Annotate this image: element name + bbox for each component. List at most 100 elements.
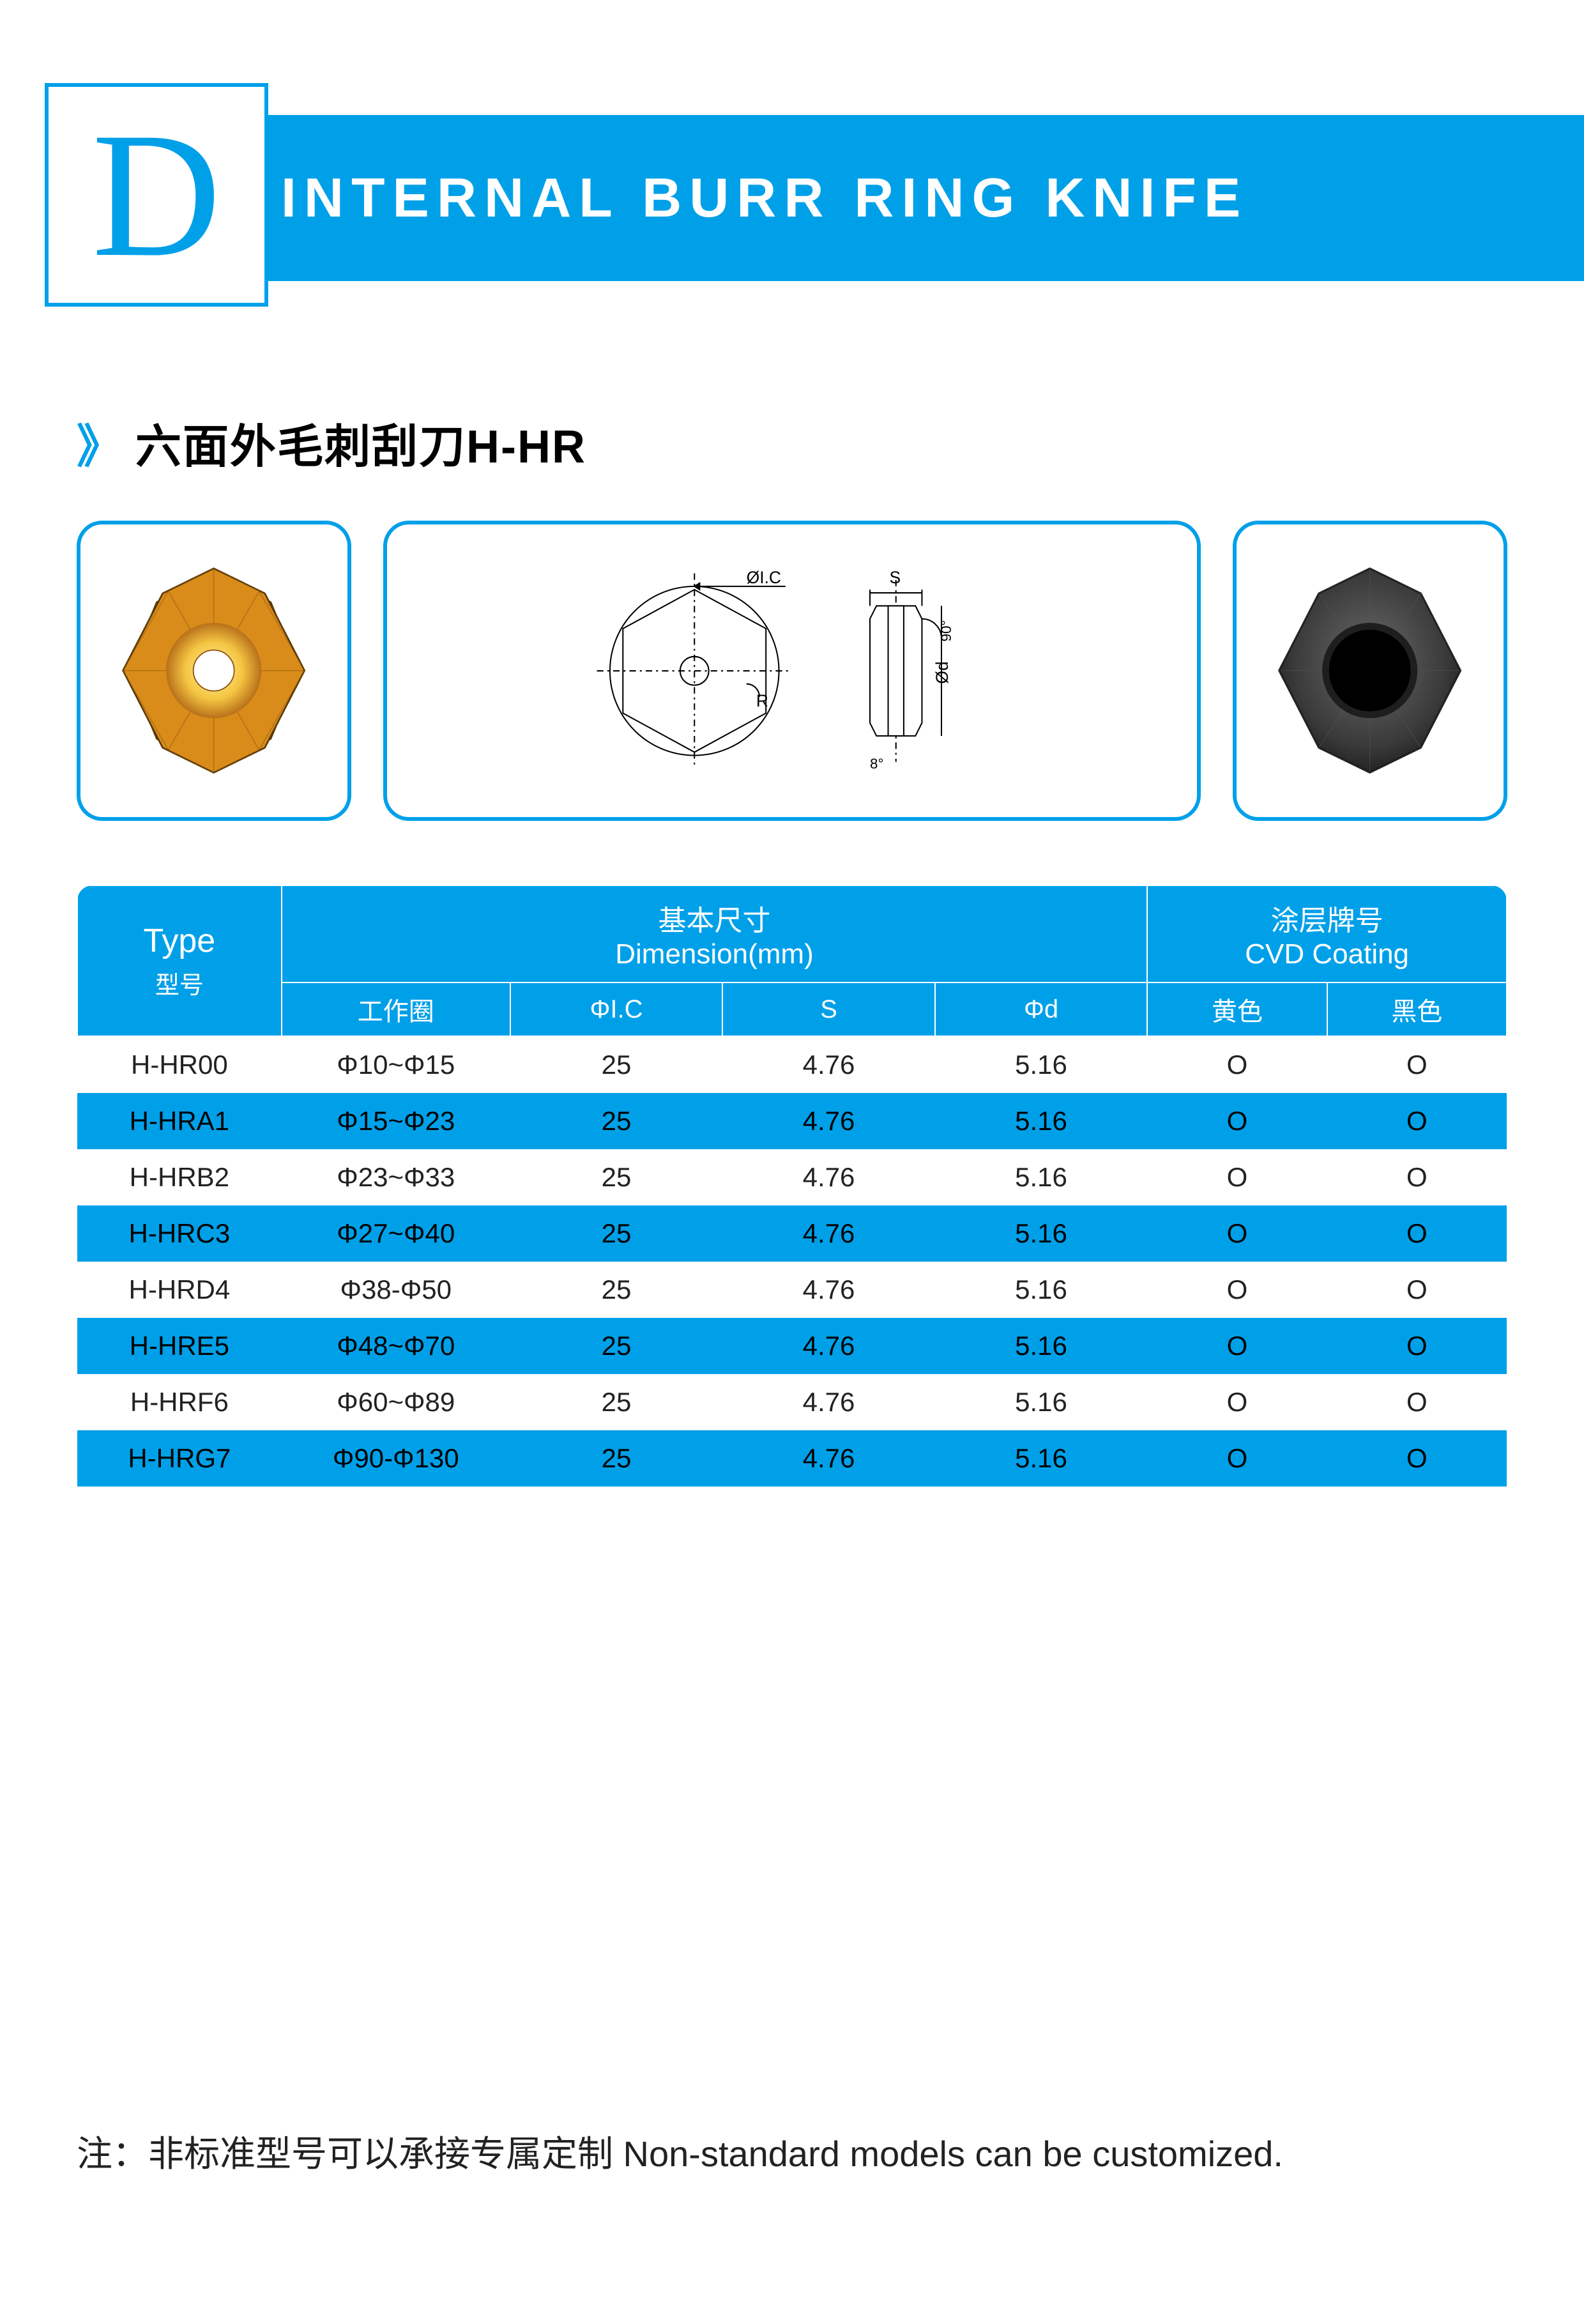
cell-s: 4.76 (722, 1318, 935, 1374)
diagram-icon: ØI.C R S Ød 90° 8° (448, 554, 1136, 788)
cell-d: 5.16 (935, 1318, 1148, 1374)
table-row: H-HRB2Φ23~Φ33254.765.16OO (77, 1149, 1507, 1205)
label-ic: ØI.C (747, 568, 781, 587)
product-image-gold (77, 521, 351, 821)
cell-type: H-HRF6 (77, 1374, 282, 1430)
cell-ic: 25 (510, 1374, 723, 1430)
th-yellow: 黄色 (1147, 982, 1327, 1036)
cell-black: O (1327, 1262, 1507, 1318)
cell-ic: 25 (510, 1093, 723, 1149)
cell-black: O (1327, 1149, 1507, 1205)
cell-type: H-HRC3 (77, 1205, 282, 1262)
label-s: S (890, 568, 901, 587)
label-8: 8° (870, 756, 883, 772)
technical-diagram: ØI.C R S Ød 90° 8° (383, 521, 1201, 821)
cell-d: 5.16 (935, 1430, 1148, 1487)
cell-work: Φ15~Φ23 (282, 1093, 510, 1149)
cell-d: 5.16 (935, 1149, 1148, 1205)
cell-ic: 25 (510, 1262, 723, 1318)
table-row: H-HRE5Φ48~Φ70254.765.16OO (77, 1318, 1507, 1374)
cell-type: H-HRD4 (77, 1262, 282, 1318)
cell-ic: 25 (510, 1430, 723, 1487)
cell-yellow: O (1147, 1205, 1327, 1262)
table-body: H-HR00Φ10~Φ15254.765.16OOH-HRA1Φ15~Φ2325… (77, 1036, 1507, 1487)
th-ic: ΦI.C (510, 982, 723, 1036)
th-d: Φd (935, 982, 1148, 1036)
cell-d: 5.16 (935, 1262, 1148, 1318)
cell-s: 4.76 (722, 1093, 935, 1149)
th-type-main: Type (83, 922, 276, 960)
cell-yellow: O (1147, 1430, 1327, 1487)
table-row: H-HRG7Φ90-Φ130254.765.16OO (77, 1430, 1507, 1487)
cell-work: Φ10~Φ15 (282, 1036, 510, 1093)
cell-yellow: O (1147, 1036, 1327, 1093)
cell-black: O (1327, 1318, 1507, 1374)
th-coating: 涂层牌号 CVD Coating (1147, 885, 1507, 982)
spec-table: Type 型号 基本尺寸 Dimension(mm) 涂层牌号 CVD Coat… (77, 885, 1507, 1487)
cell-work: Φ60~Φ89 (282, 1374, 510, 1430)
cell-black: O (1327, 1093, 1507, 1149)
cell-work: Φ90-Φ130 (282, 1430, 510, 1487)
th-coat-main: 涂层牌号 (1153, 898, 1501, 938)
th-type: Type 型号 (77, 885, 282, 1036)
hexagon-gold-icon (100, 546, 327, 795)
cell-d: 5.16 (935, 1205, 1148, 1262)
cell-s: 4.76 (722, 1205, 935, 1262)
cell-black: O (1327, 1205, 1507, 1262)
table-row: H-HRA1Φ15~Φ23254.765.16OO (77, 1093, 1507, 1149)
cell-ic: 25 (510, 1318, 723, 1374)
th-coat-sub: CVD Coating (1153, 938, 1501, 970)
cell-type: H-HRG7 (77, 1430, 282, 1487)
cell-yellow: O (1147, 1262, 1327, 1318)
cell-type: H-HRB2 (77, 1149, 282, 1205)
th-dim-main: 基本尺寸 (287, 898, 1142, 938)
th-s: S (722, 982, 935, 1036)
cell-d: 5.16 (935, 1093, 1148, 1149)
cell-work: Φ38-Φ50 (282, 1262, 510, 1318)
header-bar: INTERNAL BURR RING KNIFE (45, 115, 1584, 281)
page-header: INTERNAL BURR RING KNIFE D (0, 83, 1584, 307)
cell-black: O (1327, 1430, 1507, 1487)
cell-d: 5.16 (935, 1374, 1148, 1430)
product-image-black (1233, 521, 1507, 821)
cell-type: H-HRE5 (77, 1318, 282, 1374)
content-area: 》 六面外毛刺刮刀H-HR (0, 409, 1584, 1487)
th-work: 工作圈 (282, 982, 510, 1036)
th-dim-sub: Dimension(mm) (287, 938, 1142, 970)
footnote: 注：非标准型号可以承接专属定制 Non-standard models can … (77, 2125, 1283, 2177)
cell-s: 4.76 (722, 1374, 935, 1430)
label-90: 90° (938, 620, 954, 641)
label-d: Ød (933, 661, 952, 684)
cell-yellow: O (1147, 1093, 1327, 1149)
hexagon-black-icon (1256, 546, 1483, 795)
cell-type: H-HRA1 (77, 1093, 282, 1149)
cell-yellow: O (1147, 1149, 1327, 1205)
images-row: ØI.C R S Ød 90° 8° (77, 521, 1507, 821)
cell-yellow: O (1147, 1318, 1327, 1374)
label-r: R (756, 691, 768, 710)
section-title-text: 六面外毛刺刮刀H-HR (135, 409, 586, 476)
cell-s: 4.76 (722, 1262, 935, 1318)
cell-work: Φ27~Φ40 (282, 1205, 510, 1262)
cell-s: 4.76 (722, 1430, 935, 1487)
cell-ic: 25 (510, 1036, 723, 1093)
table-row: H-HRD4Φ38-Φ50254.765.16OO (77, 1262, 1507, 1318)
th-black: 黑色 (1327, 982, 1507, 1036)
table-row: H-HR00Φ10~Φ15254.765.16OO (77, 1036, 1507, 1093)
chevron-icon: 》 (77, 409, 123, 476)
section-title: 》 六面外毛刺刮刀H-HR (77, 409, 1507, 476)
cell-black: O (1327, 1036, 1507, 1093)
table-row: H-HRC3Φ27~Φ40254.765.16OO (77, 1205, 1507, 1262)
cell-ic: 25 (510, 1149, 723, 1205)
cell-yellow: O (1147, 1374, 1327, 1430)
th-type-sub: 型号 (83, 965, 276, 1000)
cell-s: 4.76 (722, 1149, 935, 1205)
header-title: INTERNAL BURR RING KNIFE (281, 167, 1248, 230)
header-letter: D (92, 105, 221, 284)
cell-work: Φ23~Φ33 (282, 1149, 510, 1205)
cell-d: 5.16 (935, 1036, 1148, 1093)
cell-type: H-HR00 (77, 1036, 282, 1093)
header-letter-box: D (45, 83, 268, 307)
cell-work: Φ48~Φ70 (282, 1318, 510, 1374)
cell-black: O (1327, 1374, 1507, 1430)
